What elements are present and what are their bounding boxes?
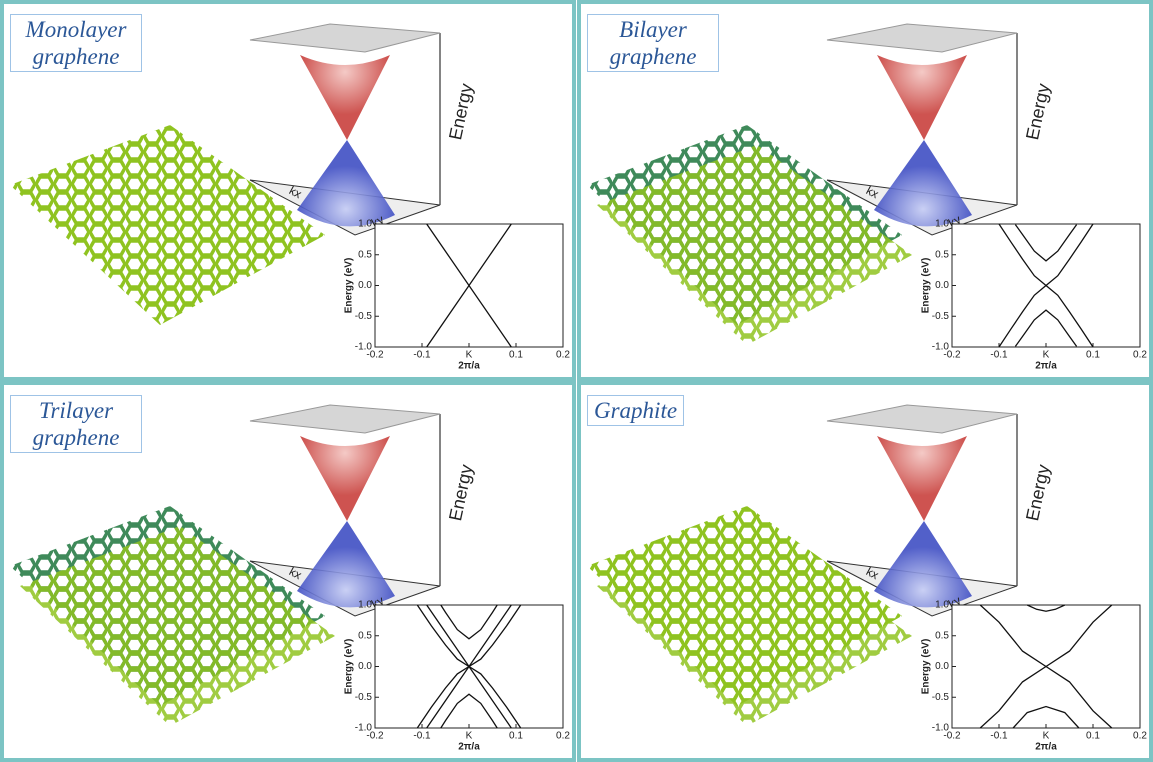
y-tick-label: 1.0 [358,219,372,230]
y-tick-label: -1.0 [932,723,950,734]
y-tick-label: -1.0 [355,723,373,734]
y-tick-label: -0.5 [355,311,373,322]
x-tick-label: 0.2 [1133,350,1147,361]
y-tick-label: 1.0 [935,219,949,230]
y-axis-label: Energy (eV) [921,639,932,695]
x-tick-label: 0.2 [556,350,570,361]
x-tick-label: -0.1 [990,350,1008,361]
y-tick-label: 0.5 [358,249,372,260]
y-tick-label: 0.0 [358,661,372,672]
x-tick-label: K [1043,731,1050,742]
x-tick-label: -0.1 [990,731,1008,742]
y-tick-label: -0.5 [355,692,373,703]
x-axis-label: 2π/a [1035,361,1057,372]
x-tick-label: -0.1 [413,350,431,361]
y-tick-label: 0.0 [935,661,949,672]
x-tick-label: 0.2 [1133,731,1147,742]
y-tick-label: 0.5 [935,630,949,641]
y-axis-label: Energy (eV) [344,258,355,314]
y-tick-label: 0.5 [935,249,949,260]
y-tick-label: 1.0 [935,600,949,611]
y-tick-label: -1.0 [932,342,950,353]
x-axis-label: 2π/a [458,361,480,372]
x-tick-label: 0.1 [1086,350,1100,361]
x-tick-label: K [466,731,473,742]
y-tick-label: -0.5 [932,311,950,322]
x-tick-label: 0.1 [509,731,523,742]
x-tick-label: 0.2 [556,731,570,742]
x-tick-label: 0.1 [509,350,523,361]
y-tick-label: 0.0 [358,280,372,291]
x-tick-label: K [466,350,473,361]
x-axis-label: 2π/a [1035,742,1057,753]
figure-canvas: Energykxky-0.2-0.1K0.10.2-1.0-0.50.00.51… [0,0,1153,762]
y-tick-label: 0.5 [358,630,372,641]
panel-label: Bilayer graphene [587,14,719,72]
y-axis-label: Energy (eV) [921,258,932,314]
x-tick-label: 0.1 [1086,731,1100,742]
y-tick-label: 1.0 [358,600,372,611]
y-tick-label: -1.0 [355,342,373,353]
y-tick-label: 0.0 [935,280,949,291]
panel-label: Trilayer graphene [10,395,142,453]
x-tick-label: K [1043,350,1050,361]
x-tick-label: -0.1 [413,731,431,742]
y-tick-label: -0.5 [932,692,950,703]
y-axis-label: Energy (eV) [344,639,355,695]
panel-label: Graphite [587,395,684,426]
figure: Energykxky-0.2-0.1K0.10.2-1.0-0.50.00.51… [0,0,1153,762]
x-axis-label: 2π/a [458,742,480,753]
panel-label: Monolayer graphene [10,14,142,72]
